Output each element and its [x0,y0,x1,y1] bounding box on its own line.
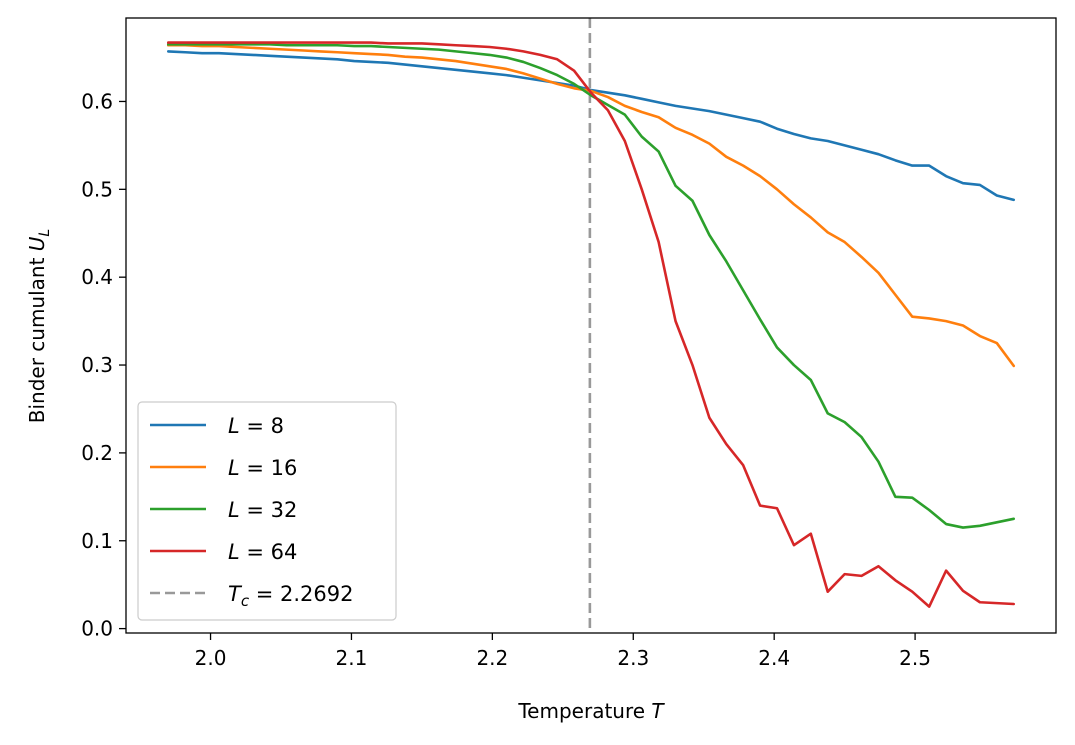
legend-entry-L16: L = 16 [150,456,297,480]
y-axis: 0.0 0.1 0.2 0.3 0.4 0.5 0.6 [81,89,126,641]
plot-frame [125,17,1057,634]
legend-entry-critical-temperature: Tc = 2.2692 [150,582,354,610]
legend-box [137,401,397,621]
legend-label: L = 8 [228,414,284,438]
legend-entry-L64: L = 64 [150,540,297,564]
series-line-L32 [166,43,1016,529]
y-tick-label: 0.4 [81,265,113,289]
legend-label: L = 32 [228,498,297,522]
x-tick-label: 2.4 [758,646,790,670]
x-tick-label: 2.5 [899,646,931,670]
legend-label: Tc = 2.2692 [228,582,354,610]
legend-label: L = 64 [228,540,297,564]
legend-entry-L32: L = 32 [150,498,297,522]
legend-label: L = 16 [228,456,297,480]
legend-entry-L8: L = 8 [150,414,284,438]
legend: L = 8 L = 16 L = 32 L = 64 Tc = 2.2692 [137,401,397,621]
y-tick-label: 0.6 [81,89,113,113]
y-tick-label: 0.5 [81,177,113,201]
x-axis: 2.0 2.1 2.2 2.3 2.4 2.5 [195,633,931,670]
x-tick-label: 2.2 [476,646,508,670]
y-axis-title: Binder cumulant UL [25,229,53,424]
plot-area [166,18,1016,633]
x-axis-title: Temperature T [517,699,665,723]
y-tick-label: 0.3 [81,353,113,377]
y-tick-label: 0.2 [81,441,113,465]
x-tick-label: 2.3 [617,646,649,670]
x-tick-label: 2.0 [195,646,227,670]
x-tick-label: 2.1 [336,646,368,670]
y-tick-label: 0.0 [81,617,113,641]
y-tick-label: 0.1 [81,529,113,553]
series-line-L64 [166,41,1016,608]
